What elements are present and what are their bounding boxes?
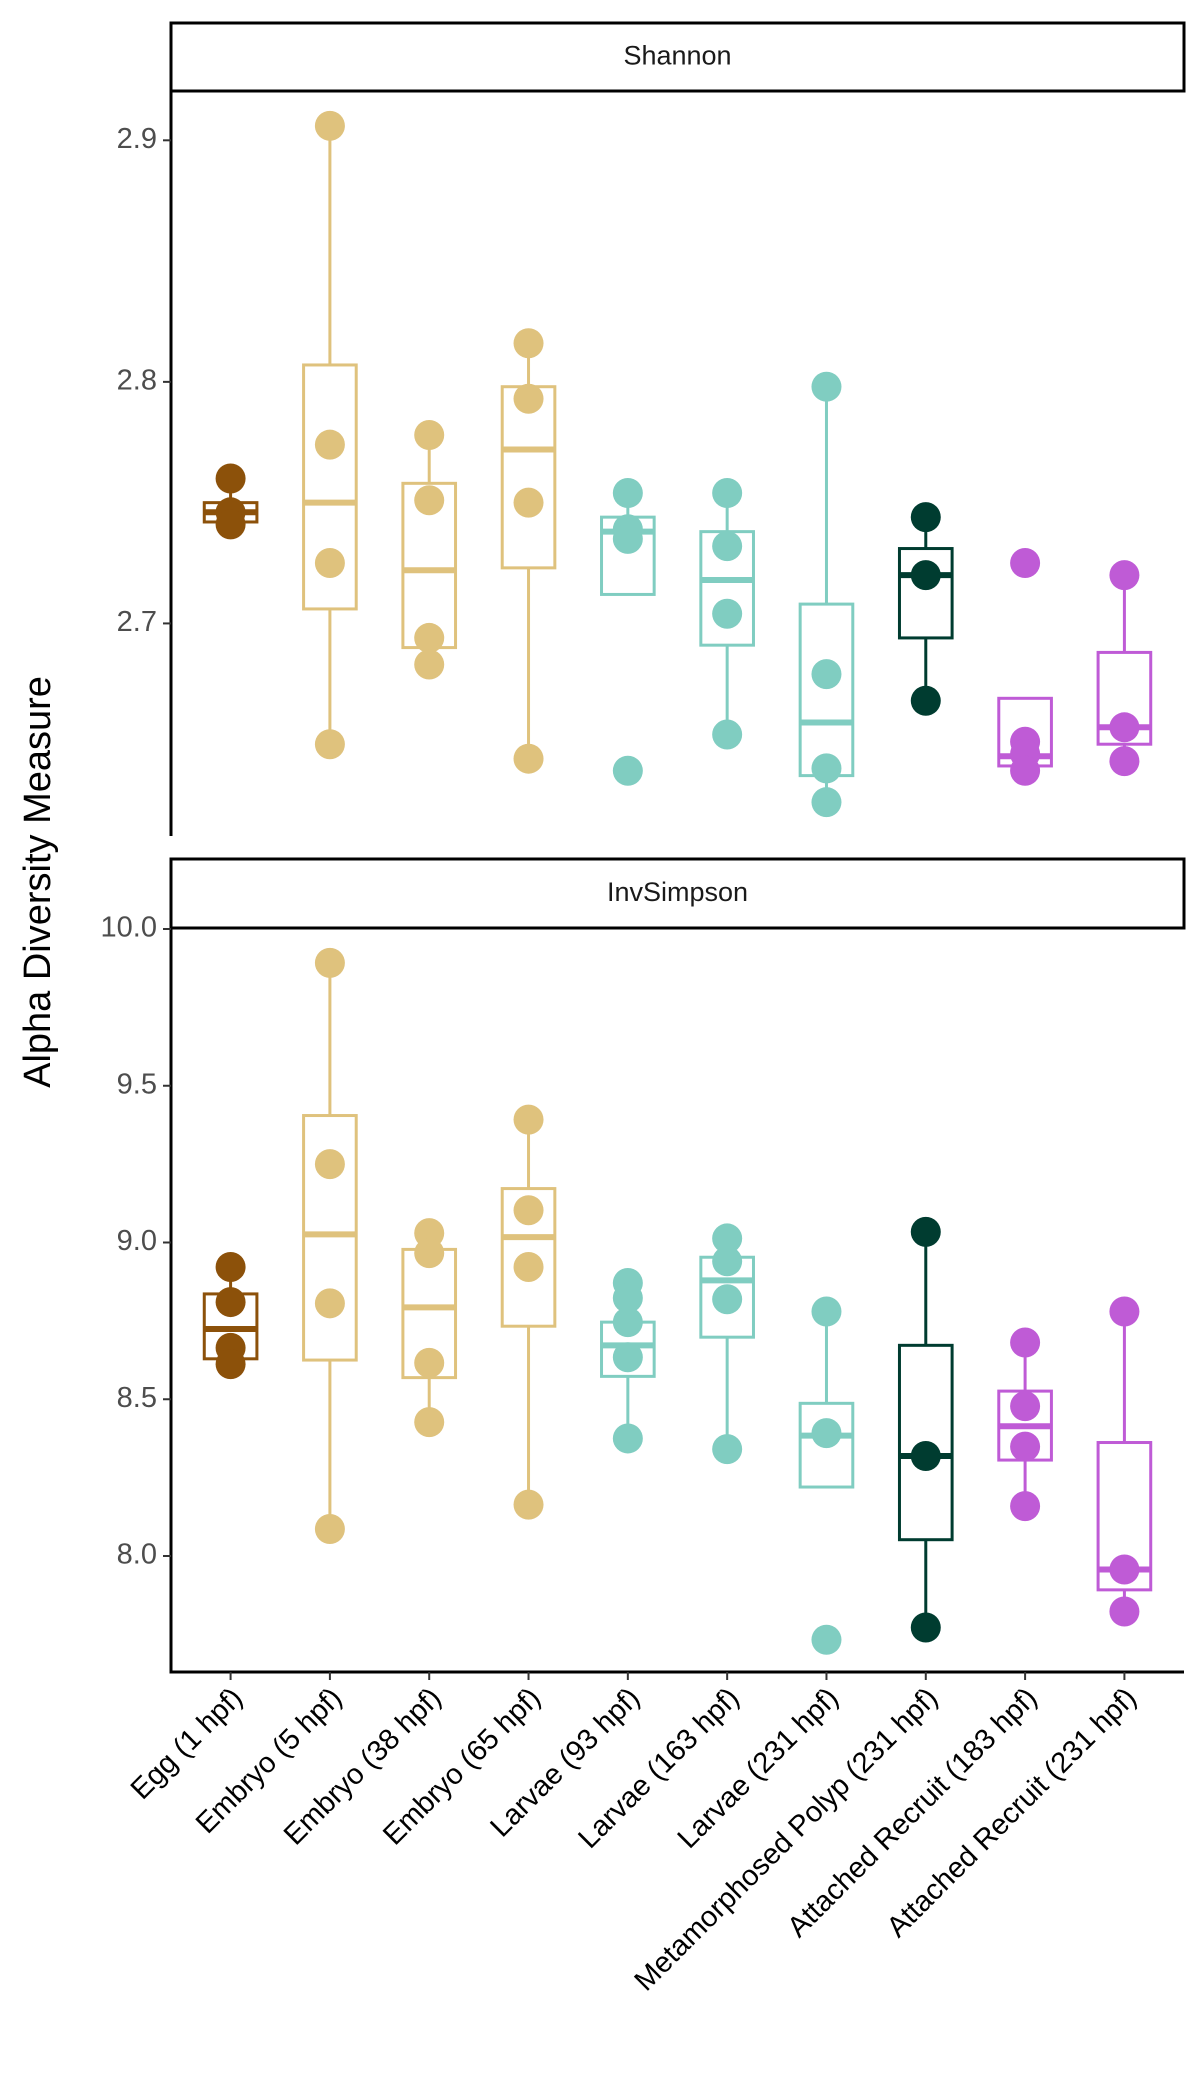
facet-strip xyxy=(169,857,1186,930)
box xyxy=(897,547,954,640)
data-point xyxy=(612,477,643,508)
data-point xyxy=(811,1624,842,1655)
y-tick-label: 8.0 xyxy=(117,1539,157,1571)
data-point xyxy=(215,463,246,494)
box xyxy=(302,363,358,611)
data-point xyxy=(414,1407,445,1438)
data-point xyxy=(1010,1327,1041,1358)
facet-title: Shannon xyxy=(623,41,731,71)
box xyxy=(302,1114,358,1362)
y-tick-label: 2.9 xyxy=(117,123,157,155)
box xyxy=(500,385,557,570)
y-axis-label: Alpha Diversity Measure xyxy=(17,676,59,1088)
data-point xyxy=(1109,746,1140,777)
data-point xyxy=(414,420,445,451)
data-point xyxy=(314,548,345,579)
data-point xyxy=(414,1238,445,1269)
data-point xyxy=(513,383,544,414)
data-point xyxy=(712,598,743,629)
y-tick-label: 9.0 xyxy=(117,1225,157,1257)
box xyxy=(798,1401,855,1489)
y-tick-label: 10.0 xyxy=(101,912,157,944)
data-point xyxy=(414,485,445,516)
y-tick-label: 9.5 xyxy=(117,1068,157,1100)
data-point xyxy=(513,487,544,518)
box xyxy=(798,602,855,778)
data-point xyxy=(910,560,941,591)
data-point xyxy=(612,1307,643,1338)
data-point xyxy=(910,1216,941,1247)
data-point xyxy=(414,622,445,653)
data-point xyxy=(314,729,345,760)
data-point xyxy=(1010,548,1041,579)
data-point xyxy=(811,659,842,690)
data-point xyxy=(712,1284,743,1315)
data-point xyxy=(513,743,544,774)
facet-title: InvSimpson xyxy=(607,877,748,907)
y-tick-label: 2.7 xyxy=(117,606,157,638)
data-point xyxy=(1010,755,1041,786)
data-point xyxy=(612,523,643,554)
data-point xyxy=(1010,1491,1041,1522)
data-point xyxy=(215,1349,246,1380)
data-point xyxy=(712,1434,743,1465)
data-point xyxy=(1109,1296,1140,1327)
data-point xyxy=(1109,1596,1140,1627)
data-point xyxy=(513,1251,544,1282)
data-point xyxy=(414,1347,445,1378)
data-point xyxy=(910,502,941,533)
data-point xyxy=(612,1282,643,1313)
data-point xyxy=(910,685,941,716)
data-point xyxy=(910,1612,941,1643)
data-point xyxy=(712,1246,743,1277)
data-point xyxy=(215,1287,246,1318)
data-point xyxy=(1010,1431,1041,1462)
data-point xyxy=(712,1223,743,1254)
data-point xyxy=(513,1489,544,1520)
box xyxy=(1096,650,1153,746)
data-point xyxy=(314,947,345,978)
data-point xyxy=(513,1104,544,1135)
box xyxy=(500,1187,557,1328)
box xyxy=(1096,1441,1153,1592)
facet-strip xyxy=(169,21,1186,93)
data-point xyxy=(910,1440,941,1471)
data-point xyxy=(314,1149,345,1180)
data-point xyxy=(1109,712,1140,743)
data-point xyxy=(811,371,842,402)
data-point xyxy=(1010,1391,1041,1422)
data-point xyxy=(513,1195,544,1226)
y-tick-label: 2.8 xyxy=(117,365,157,397)
data-point xyxy=(612,1423,643,1454)
data-point xyxy=(513,328,544,359)
data-point xyxy=(811,787,842,818)
data-point xyxy=(612,755,643,786)
data-point xyxy=(215,1251,246,1282)
data-point xyxy=(314,429,345,460)
data-point xyxy=(314,1514,345,1545)
data-point xyxy=(612,1342,643,1373)
box xyxy=(897,1343,954,1542)
data-point xyxy=(712,719,743,750)
data-point xyxy=(314,1288,345,1319)
data-point xyxy=(811,1296,842,1327)
data-point xyxy=(414,649,445,680)
data-point xyxy=(215,509,246,540)
data-point xyxy=(1109,1554,1140,1585)
data-point xyxy=(712,531,743,562)
data-point xyxy=(811,1418,842,1449)
y-tick-label: 8.5 xyxy=(117,1382,157,1414)
data-point xyxy=(811,753,842,784)
data-point xyxy=(314,110,345,141)
data-point xyxy=(712,477,743,508)
data-point xyxy=(1109,560,1140,591)
